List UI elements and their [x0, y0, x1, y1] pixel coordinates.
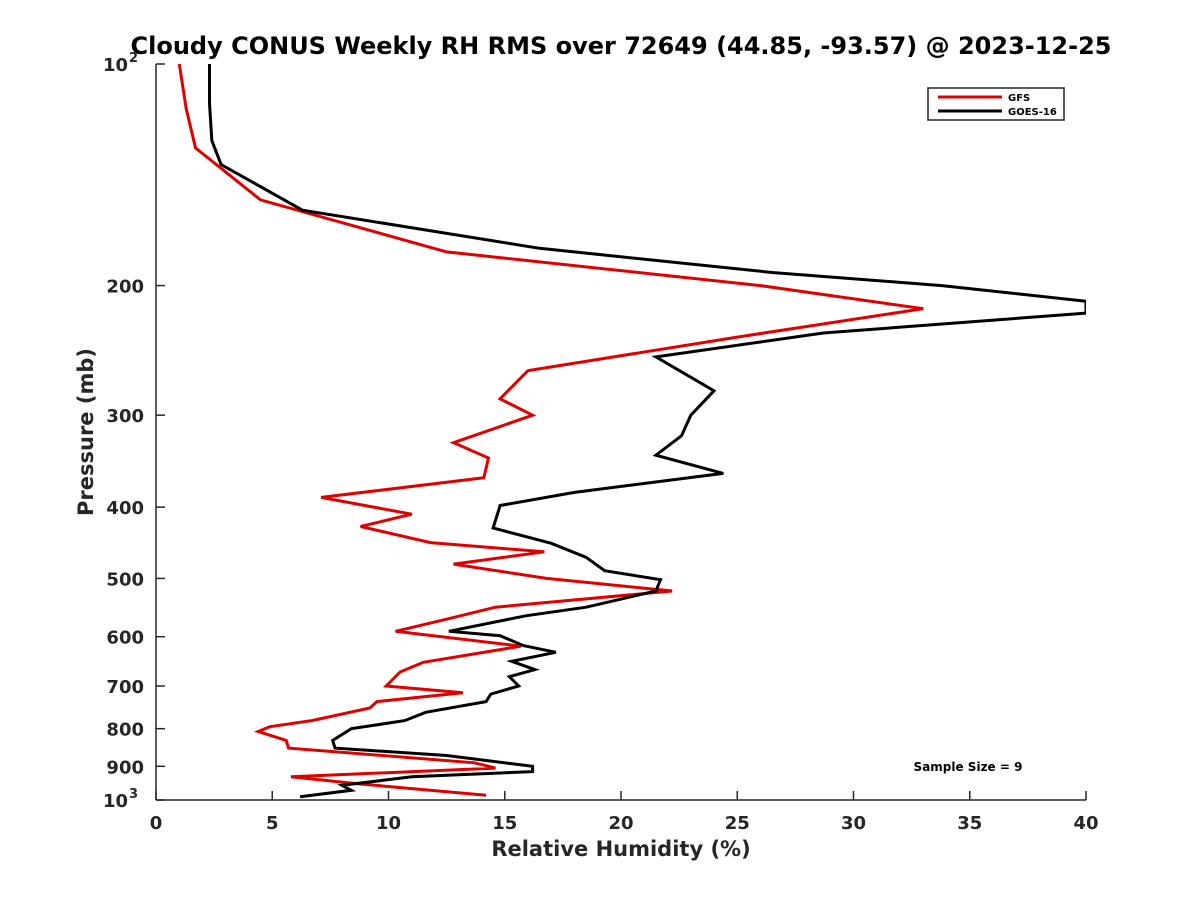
y-tick-label: 900	[106, 757, 144, 778]
y-tick-label-exponent: 2	[129, 51, 138, 66]
series-group	[177, 64, 1086, 799]
x-tick-label: 35	[957, 813, 982, 834]
x-tick-label: 40	[1073, 813, 1098, 834]
series-line-gfs	[177, 64, 924, 797]
y-tick-label: 10	[103, 791, 128, 812]
legend: GFS GOES-16	[927, 87, 1065, 121]
y-tick-label: 10	[103, 55, 128, 76]
y-tick-label: 500	[106, 569, 144, 590]
legend-box	[927, 87, 1065, 121]
x-tick-label: 25	[725, 813, 750, 834]
y-tick-label: 200	[106, 277, 144, 298]
y-tick-label: 700	[106, 677, 144, 698]
series-line-goes-16	[208, 64, 1086, 799]
chart-title: Cloudy CONUS Weekly RH RMS over 72649 (4…	[131, 32, 1112, 60]
legend-label-goes-16: GOES-16	[1008, 107, 1057, 118]
x-axis-label: Relative Humidity (%)	[491, 837, 750, 861]
x-tick-label: 15	[492, 813, 517, 834]
y-tick-label: 400	[106, 498, 144, 519]
y-tick-label: 300	[106, 406, 144, 427]
sample-size-annotation: Sample Size = 9	[914, 760, 1023, 774]
x-tick-label: 10	[376, 813, 401, 834]
legend-label-gfs: GFS	[1008, 93, 1030, 104]
y-axis-label: Pressure (mb)	[74, 348, 98, 516]
x-tick-label: 30	[841, 813, 866, 834]
x-tick-label: 5	[266, 813, 279, 834]
x-tick-label: 20	[608, 813, 633, 834]
plot-area	[177, 64, 1086, 799]
y-tick-label-exponent: 3	[129, 787, 138, 802]
y-tick-label: 800	[106, 720, 144, 741]
y-tick-label: 600	[106, 628, 144, 649]
x-tick-label: 0	[150, 813, 163, 834]
